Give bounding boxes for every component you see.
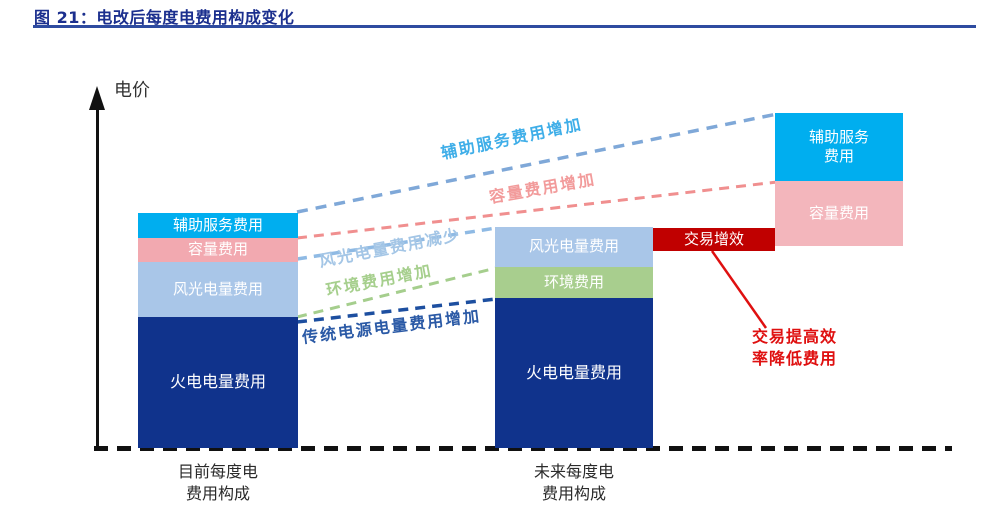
- bar-future-composition: 风光电量费用 环境费用 火电电量费用: [495, 227, 653, 448]
- y-axis: [96, 108, 99, 450]
- annotation-capacity-fee-increase: 容量费用增加: [487, 169, 598, 207]
- segment-capacity-fee: 容量费用: [138, 238, 298, 262]
- annotation-auxiliary-fee-increase: 辅助服务费用增加: [439, 114, 585, 163]
- segment-environment-fee: 环境费用: [495, 267, 653, 298]
- segment-wind-solar-fee: 风光电量费用: [138, 262, 298, 317]
- title-underline: [33, 25, 976, 28]
- x-axis-dashed-baseline: [94, 446, 952, 451]
- block-trade-efficiency: 交易增效: [653, 228, 775, 251]
- segment-auxiliary-service-fee: 辅助服务费用: [138, 213, 298, 238]
- segment-thermal-fee: 火电电量费用: [495, 298, 653, 448]
- figure-title: 图 21：电改后每度电费用构成变化: [34, 8, 295, 27]
- trade-note-pointer-line: [710, 250, 768, 329]
- block-future-capacity-fee: 容量费用: [775, 181, 903, 246]
- segment-wind-solar-fee: 风光电量费用: [495, 227, 653, 267]
- annotation-trade-efficiency-note: 交易提高效 率降低费用: [752, 327, 838, 368]
- annotation-traditional-fee-increase: 传统电源电量费用增加: [301, 306, 483, 347]
- bar-current-composition: 辅助服务费用 容量费用 风光电量费用 火电电量费用: [138, 213, 298, 448]
- x-label-future-composition: 未来每度电 费用构成: [533, 462, 614, 503]
- segment-thermal-fee: 火电电量费用: [138, 317, 298, 448]
- y-axis-label: 电价: [114, 80, 150, 101]
- block-future-auxiliary-service-fee: 辅助服务 费用: [775, 113, 903, 181]
- y-axis-arrowhead-icon: [89, 86, 105, 110]
- x-label-current-composition: 目前每度电 费用构成: [177, 462, 258, 503]
